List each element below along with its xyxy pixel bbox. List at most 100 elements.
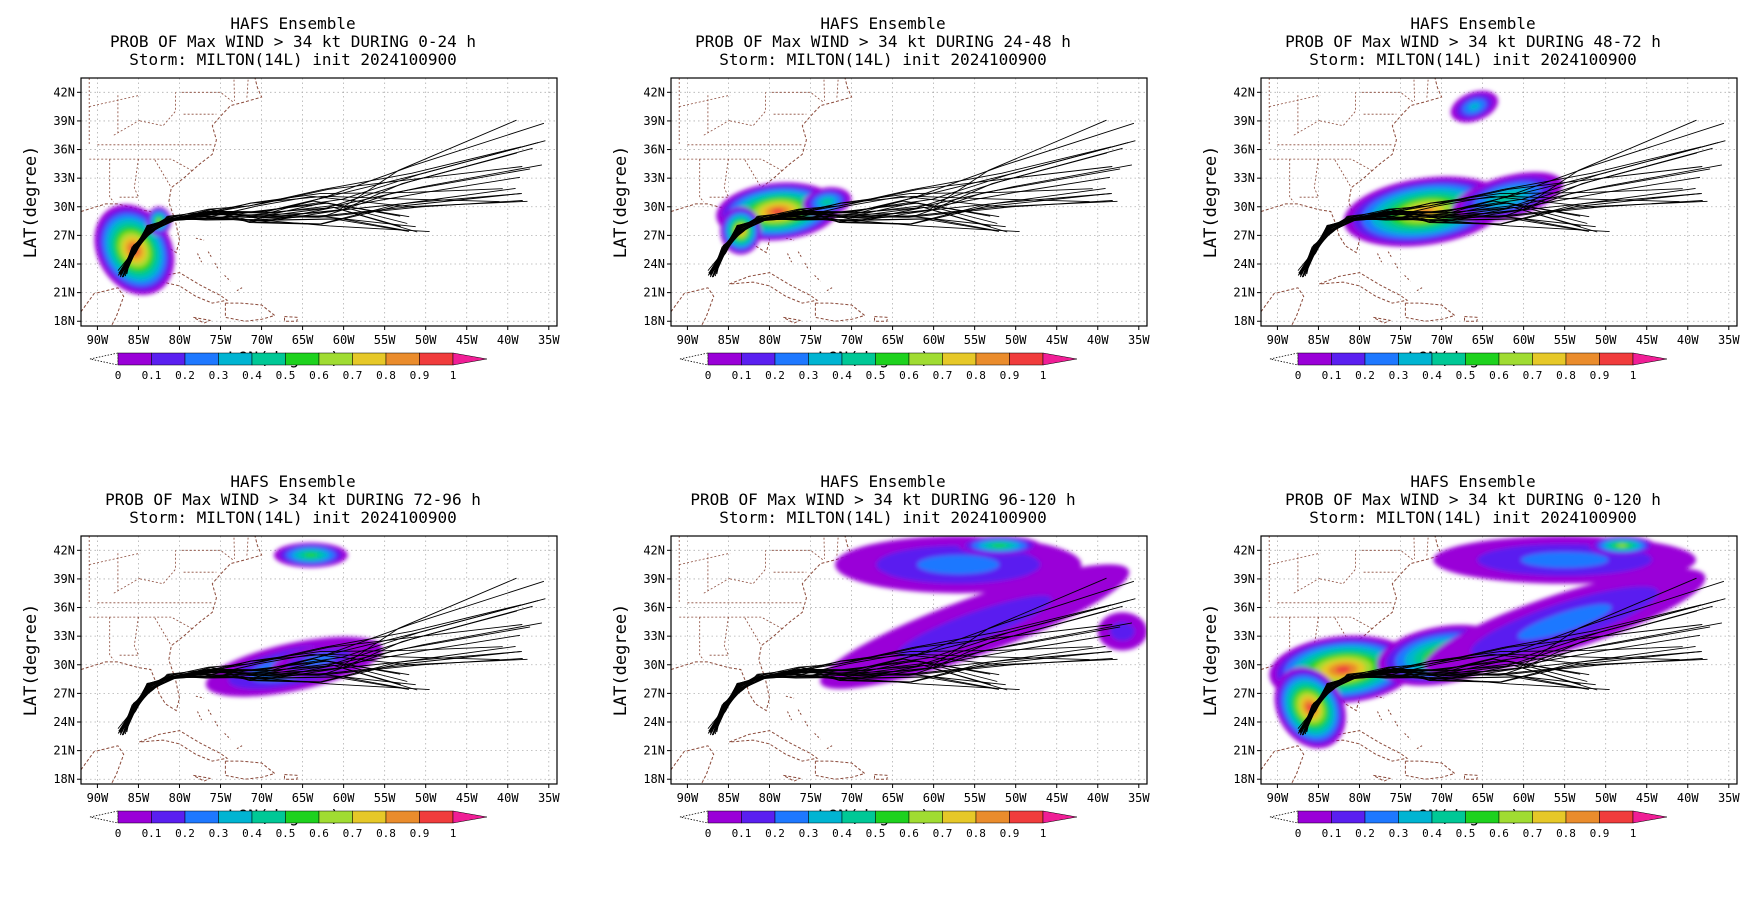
state-boundary — [1269, 158, 1372, 171]
state-boundary — [1426, 78, 1429, 100]
y-tick-label: 21N — [1233, 744, 1255, 758]
island-outline — [214, 720, 219, 728]
x-tick-label: 40W — [1087, 333, 1109, 347]
ensemble-track — [122, 187, 516, 278]
coastline — [1404, 760, 1456, 780]
colorbar-tick-label: 0.7 — [343, 827, 363, 840]
y-tick-label: 33N — [643, 629, 665, 643]
x-tick-label: 90W — [677, 791, 699, 805]
state-boundary — [1320, 92, 1356, 127]
x-tick-label: 80W — [759, 791, 781, 805]
colorbar-segment — [1431, 810, 1466, 824]
probability-swath-group — [1269, 536, 1706, 749]
plot-content — [1261, 78, 1737, 326]
x-tick-label: 90W — [677, 333, 699, 347]
x-tick-label: 40W — [1677, 791, 1699, 805]
coastline — [814, 302, 866, 322]
colorbar-segment — [285, 810, 320, 824]
colorbar-segment — [774, 352, 809, 366]
panel-title-product: PROB OF Max WIND > 34 kt DURING 72-96 h — [105, 490, 481, 509]
x-tick-label: 65W — [882, 333, 904, 347]
coastline — [1464, 316, 1479, 322]
state-boundary — [117, 617, 140, 656]
state-boundary — [1293, 119, 1321, 136]
panel-title-model: HAFS Ensemble — [820, 14, 945, 33]
plot-frame — [1260, 77, 1738, 327]
y-tick-label: 39N — [53, 572, 75, 586]
x-tick-label: 90W — [87, 333, 109, 347]
colorbar-over-arrow — [1042, 352, 1078, 366]
colorbar-segment — [1465, 352, 1500, 366]
island-outline — [1404, 733, 1411, 740]
colorbar-tick-label: 1 — [1630, 827, 1637, 840]
island-outline — [787, 711, 793, 721]
colorbar-tick-label: 0.9 — [410, 369, 430, 382]
ensemble-track — [712, 187, 1106, 278]
colorbar-segment — [1431, 352, 1466, 366]
colorbar-segment — [1398, 810, 1433, 824]
colorbar-segment — [184, 352, 219, 366]
x-tick-label: 80W — [169, 791, 191, 805]
colorbar-segment — [218, 352, 253, 366]
state-boundary — [181, 549, 234, 561]
colorbar: 0 0.1 0.2 0.3 0.4 0.5 0.6 0.7 0.8 0.9 1 — [1269, 352, 1668, 382]
probability-contour — [1517, 604, 1612, 640]
colorbar-segment — [1532, 810, 1567, 824]
coastline — [1464, 774, 1479, 780]
ensemble-track — [119, 140, 546, 278]
colorbar-tick-label: 0.4 — [242, 369, 262, 382]
ensemble-track — [709, 140, 1136, 278]
island-outline — [1377, 711, 1383, 721]
colorbar-tick-label: 0.5 — [866, 827, 886, 840]
y-tick-label: 21N — [643, 286, 665, 300]
colorbar-segment — [1498, 352, 1533, 366]
state-boundary — [1334, 617, 1352, 646]
colorbar-tick-label: 0.4 — [1422, 369, 1442, 382]
colorbar-segment — [808, 810, 843, 824]
colorbar-segment — [419, 810, 454, 824]
state-boundary — [1293, 577, 1321, 594]
island-outline — [1377, 253, 1383, 263]
colorbar-segment — [808, 352, 843, 366]
colorbar-tick-label: 0.3 — [1389, 369, 1409, 382]
y-tick-label: 42N — [53, 85, 75, 99]
colorbar-tick-label: 0.7 — [1523, 827, 1543, 840]
y-axis-label: LAT(degree) — [1201, 604, 1221, 717]
y-tick-label: 27N — [53, 228, 75, 242]
colorbar-over-arrow — [1632, 810, 1668, 824]
colorbar-tick-label: 0.3 — [209, 369, 229, 382]
plot-frame — [1260, 535, 1738, 785]
y-tick-label: 39N — [643, 572, 665, 586]
colorbar-tick-label: 0.1 — [142, 369, 162, 382]
state-boundary — [707, 159, 730, 198]
y-tick-label: 42N — [53, 543, 75, 557]
colorbar-segment — [908, 352, 943, 366]
coastline — [139, 272, 229, 304]
island-outline — [207, 251, 212, 258]
coastline — [1319, 272, 1409, 304]
colorbar-segment — [1009, 810, 1044, 824]
ensemble-track — [1302, 187, 1696, 278]
x-tick-label: 60W — [1513, 333, 1535, 347]
x-tick-label: 45W — [1636, 333, 1658, 347]
ensemble-track — [1300, 213, 1596, 271]
state-boundary — [699, 159, 705, 203]
colorbar-segment — [1331, 810, 1366, 824]
colorbar-segment — [1599, 352, 1634, 366]
colorbar: 0 0.1 0.2 0.3 0.4 0.5 0.6 0.7 0.8 0.9 1 — [89, 352, 488, 382]
ensemble-track — [710, 213, 1006, 271]
coastline — [284, 774, 299, 780]
y-tick-label: 30N — [1233, 200, 1255, 214]
y-tick-label: 24N — [643, 715, 665, 729]
x-tick-label: 75W — [1390, 791, 1412, 805]
colorbar-tick-label: 0.3 — [799, 369, 819, 382]
y-tick-label: 30N — [643, 658, 665, 672]
x-tick-label: 65W — [1472, 333, 1494, 347]
state-boundary — [246, 536, 249, 558]
colorbar-tick-label: 0.1 — [732, 827, 752, 840]
probability-contour — [917, 555, 1000, 575]
x-tick-label: 85W — [128, 791, 150, 805]
colorbar-tick-label: 0.6 — [309, 827, 329, 840]
